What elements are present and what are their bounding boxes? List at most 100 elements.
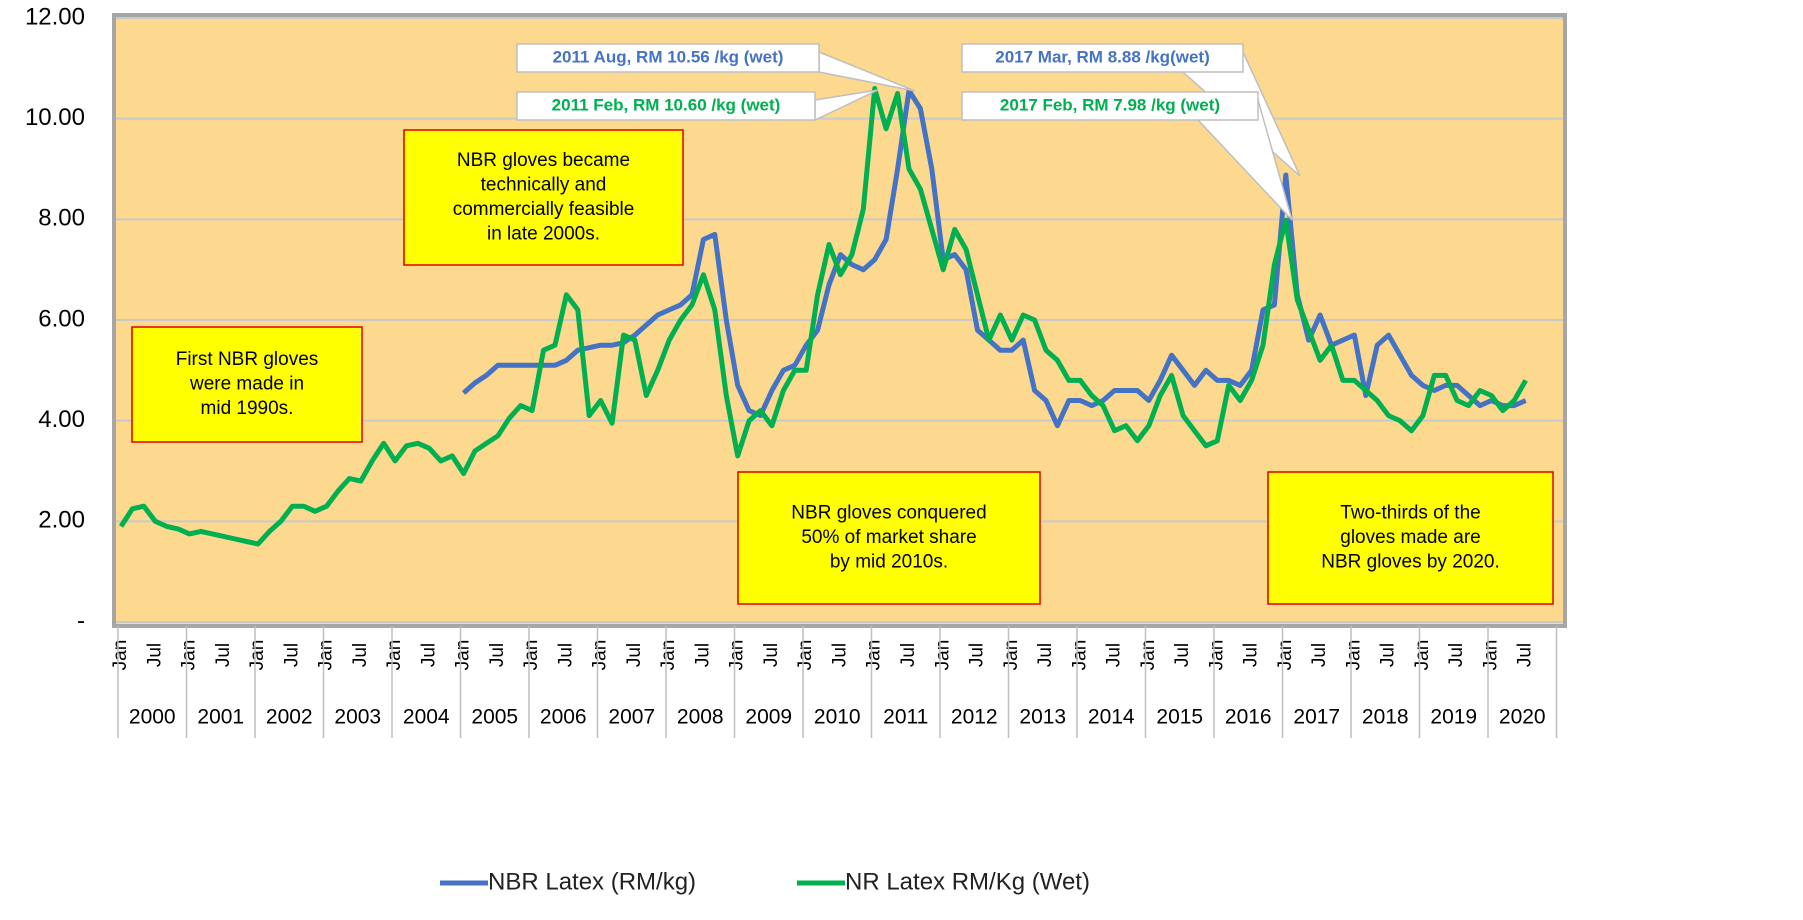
year-label: 2008: [677, 706, 724, 729]
x-tick-label: Jan: [247, 640, 268, 671]
x-tick-label: Jul: [1104, 643, 1125, 667]
x-tick-label: Jan: [1343, 640, 1364, 671]
x-tick-label: Jul: [1241, 643, 1262, 667]
x-tick-label: Jul: [898, 643, 919, 667]
year-label: 2006: [540, 706, 587, 729]
year-label: 2013: [1019, 706, 1066, 729]
series-line: [461, 88, 1527, 429]
year-label: 2016: [1225, 706, 1272, 729]
year-label: 2004: [403, 706, 450, 729]
note-line: gloves made are: [1340, 527, 1480, 548]
callout-box: [961, 43, 1244, 73]
year-label: 2019: [1430, 706, 1477, 729]
x-tick-label: Jul: [829, 643, 850, 667]
x-tick-label: Jan: [932, 640, 953, 671]
x-tick-label: Jul: [350, 643, 371, 667]
legend-label: NR Latex RM/Kg (Wet): [845, 868, 1090, 895]
note-line: in late 2000s.: [487, 223, 600, 244]
year-label: 2003: [334, 706, 381, 729]
x-tick-label: Jan: [864, 640, 885, 671]
x-tick-label: Jul: [1035, 643, 1056, 667]
year-label: 2001: [197, 706, 244, 729]
callout-label: 2011 Feb, RM 10.60 /kg (wet): [552, 95, 781, 114]
x-tick-label: Jul: [624, 643, 645, 667]
x-tick-label: Jan: [1001, 640, 1022, 671]
year-label: 2011: [883, 706, 928, 729]
x-tick-label: Jan: [1275, 640, 1296, 671]
x-tick-label: Jul: [281, 643, 302, 667]
note-line: were made in: [189, 374, 304, 395]
note-line: First NBR gloves: [176, 349, 319, 370]
x-tick-label: Jul: [1172, 643, 1193, 667]
x-tick-label: Jul: [1446, 643, 1467, 667]
note-box: [737, 471, 1041, 605]
x-tick-label: Jul: [967, 643, 988, 667]
x-tick-label: Jan: [1138, 640, 1159, 671]
x-tick-label: Jul: [213, 643, 234, 667]
x-tick-label: Jul: [692, 643, 713, 667]
x-tick-label: Jan: [384, 640, 405, 671]
x-tick-label: Jan: [1480, 640, 1501, 671]
year-label: 2012: [951, 706, 998, 729]
year-label: 2015: [1156, 706, 1203, 729]
x-tick-label: Jan: [1412, 640, 1433, 671]
x-tick-label: Jul: [761, 643, 782, 667]
year-label: 2017: [1293, 706, 1340, 729]
callout-label: 2017 Feb, RM 7.98 /kg (wet): [1000, 95, 1220, 114]
y-tick-label: 4.00: [38, 406, 85, 433]
x-tick-label: Jan: [179, 640, 200, 671]
x-tick-label: Jan: [521, 640, 542, 671]
note-line: commercially feasible: [453, 199, 635, 220]
callout-label: 2011 Aug, RM 10.56 /kg (wet): [553, 47, 784, 66]
y-tick-label: 6.00: [38, 305, 85, 332]
note-line: technically and: [481, 174, 607, 195]
year-label: 2014: [1088, 706, 1135, 729]
y-tick-label: -: [77, 607, 85, 634]
year-label: 2005: [471, 706, 518, 729]
y-tick-label: 12.00: [25, 3, 85, 30]
x-tick-label: Jan: [727, 640, 748, 671]
x-tick-label: Jul: [555, 643, 576, 667]
note-line: Two-thirds of the: [1340, 503, 1480, 524]
x-tick-label: Jul: [144, 643, 165, 667]
x-tick-label: Jul: [1309, 643, 1330, 667]
note-line: by mid 2010s.: [830, 552, 948, 573]
x-tick-label: Jul: [418, 643, 439, 667]
year-label: 2020: [1499, 706, 1546, 729]
note-line: mid 1990s.: [201, 398, 294, 419]
year-label: 2000: [129, 706, 176, 729]
series-line: [118, 86, 1528, 547]
year-label: 2007: [608, 706, 655, 729]
y-tick-label: 10.00: [25, 104, 85, 131]
note-box: [131, 326, 363, 443]
x-tick-label: Jan: [795, 640, 816, 671]
note-line: NBR gloves conquered: [791, 503, 986, 524]
legend-label: NBR Latex (RM/kg): [488, 868, 696, 895]
note-line: 50% of market share: [801, 527, 976, 548]
callout-box: [516, 91, 816, 121]
x-tick-label: Jan: [590, 640, 611, 671]
x-tick-label: Jul: [487, 643, 508, 667]
callout-box: [961, 91, 1259, 121]
x-tick-label: Jan: [110, 640, 131, 671]
year-label: 2018: [1362, 706, 1409, 729]
note-line: NBR gloves became: [457, 150, 630, 171]
callout-box: [516, 43, 820, 73]
year-label: 2009: [745, 706, 792, 729]
x-tick-label: Jan: [1069, 640, 1090, 671]
y-tick-label: 8.00: [38, 205, 85, 232]
x-tick-label: Jan: [316, 640, 337, 671]
callout-label: 2017 Mar, RM 8.88 /kg(wet): [995, 47, 1209, 66]
x-tick-label: Jan: [658, 640, 679, 671]
note-box: [403, 129, 684, 266]
year-label: 2002: [266, 706, 313, 729]
note-box: [1267, 471, 1554, 605]
x-tick-label: Jul: [1515, 643, 1536, 667]
note-line: NBR gloves by 2020.: [1321, 552, 1500, 573]
x-tick-label: Jan: [1206, 640, 1227, 671]
x-tick-label: Jan: [453, 640, 474, 671]
x-tick-label: Jul: [1378, 643, 1399, 667]
year-label: 2010: [814, 706, 861, 729]
